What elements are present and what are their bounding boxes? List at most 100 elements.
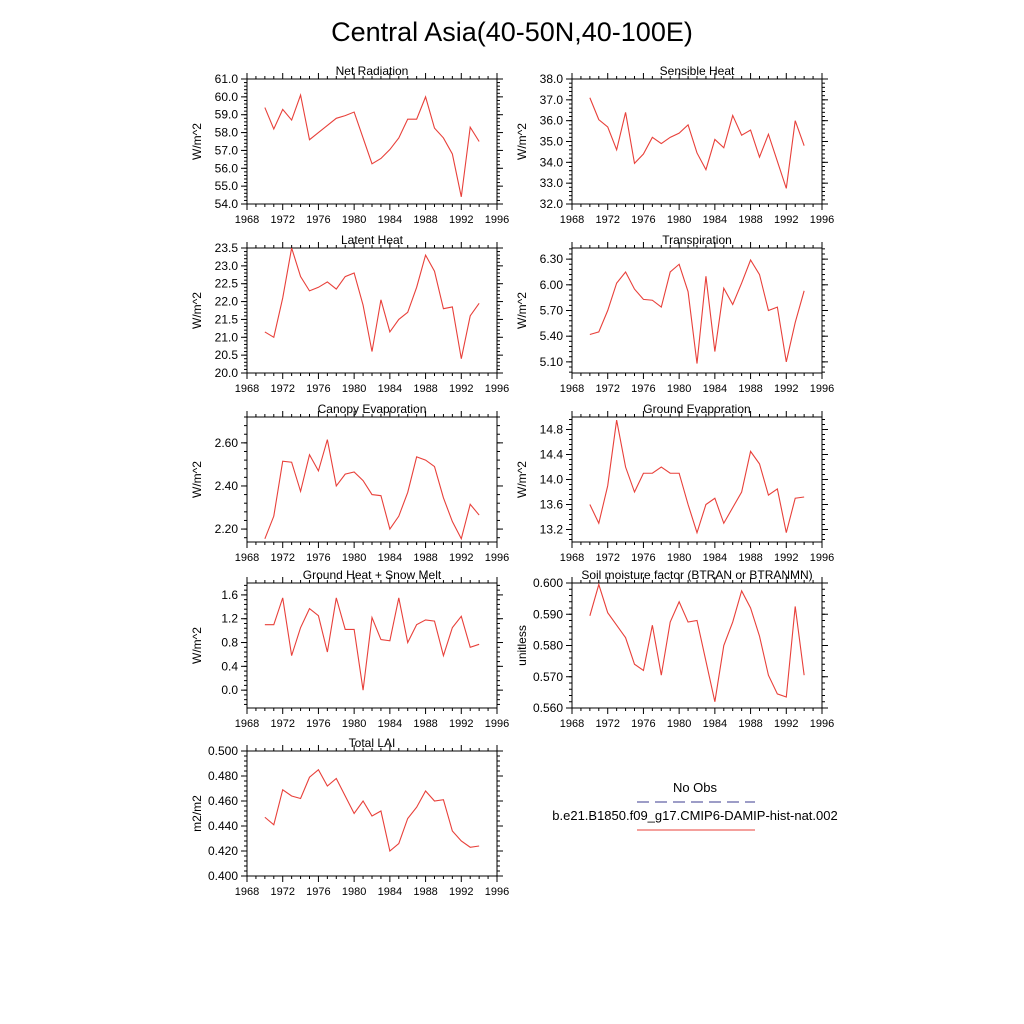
y-tick-label: 0.460 (208, 794, 238, 808)
x-tick-label: 1996 (810, 552, 834, 564)
y-tick-label: 14.4 (540, 448, 564, 462)
y-axis-label: W/m^2 (190, 123, 204, 160)
panel-net-radiation: Net Radiation W/m^2 1968 1972 1976 1980 1984 19… (190, 64, 509, 226)
series-line (589, 97, 805, 189)
y-axis-label: m2/m2 (190, 795, 204, 832)
x-tick-label: 1988 (413, 718, 437, 730)
panel-total-lai: Total LAI m2/m2 1968 1972 1976 1980 1984 1988 19… (190, 736, 509, 898)
y-tick-label: 59.0 (215, 108, 239, 122)
x-tick-label: 1972 (270, 383, 294, 395)
x-tick-label: 1972 (270, 552, 294, 564)
x-tick-label: 1984 (378, 886, 402, 898)
y-tick-label: 5.70 (540, 304, 564, 318)
y-tick-label: 1.6 (221, 588, 238, 602)
x-tick-label: 1988 (738, 383, 762, 395)
x-tick-label: 1976 (631, 383, 655, 395)
y-tick-label: 0.500 (208, 744, 238, 758)
x-tick-label: 1992 (774, 718, 798, 730)
x-tick-label: 1972 (595, 718, 619, 730)
y-axis-label: W/m^2 (515, 461, 529, 498)
x-tick-label: 1984 (703, 383, 727, 395)
y-tick-label: 32.0 (540, 197, 564, 211)
legend: No Obs b.e21.B1850.f09_g17.CMIP6-DAMIP-h… (552, 780, 838, 831)
y-tick-label: 21.5 (215, 312, 239, 326)
x-tick-label: 1996 (810, 383, 834, 395)
y-axis-label: unitless (515, 625, 529, 666)
x-tick-label: 1988 (738, 718, 762, 730)
x-tick-label: 1968 (560, 383, 584, 395)
panel-ground-evaporation: Ground Evaporation W/m^2 1968 1972 1976 1980 1… (515, 402, 834, 564)
y-tick-label: 23.0 (215, 259, 239, 273)
y-tick-label: 0.0 (221, 683, 238, 697)
y-tick-label: 23.5 (215, 241, 239, 255)
x-tick-label: 1992 (774, 214, 798, 226)
x-tick-label: 1980 (667, 718, 691, 730)
x-tick-label: 1984 (378, 718, 402, 730)
panel-title: Ground Evaporation (643, 402, 750, 416)
y-tick-label: 56.0 (215, 161, 239, 175)
plot-frame (246, 582, 498, 709)
y-tick-label: 54.0 (215, 197, 239, 211)
x-tick-label: 1988 (738, 552, 762, 564)
series-line (589, 258, 805, 364)
x-tick-label: 1984 (703, 552, 727, 564)
panel-title: Canopy Evaporation (318, 402, 427, 416)
y-tick-label: 22.5 (215, 277, 239, 291)
x-tick-label: 1976 (306, 383, 330, 395)
y-tick-label: 2.60 (215, 436, 239, 450)
x-tick-label: 1992 (774, 383, 798, 395)
plot-frame (571, 582, 823, 709)
x-tick-label: 1984 (378, 214, 402, 226)
series-line (264, 439, 480, 541)
plot-frame (246, 78, 498, 205)
series-line (589, 420, 805, 535)
series-line (589, 582, 805, 702)
panel-title: Ground Heat + Snow Melt (303, 568, 442, 582)
x-tick-label: 1976 (631, 718, 655, 730)
x-tick-label: 1980 (667, 383, 691, 395)
plot-frame (246, 416, 498, 543)
y-axis-label: W/m^2 (190, 461, 204, 498)
y-axis-label: W/m^2 (190, 292, 204, 329)
y-tick-label: 0.420 (208, 844, 238, 858)
y-tick-label: 33.0 (540, 176, 564, 190)
x-tick-label: 1980 (342, 886, 366, 898)
x-tick-label: 1996 (485, 886, 509, 898)
y-tick-label: 0.8 (221, 636, 238, 650)
x-tick-label: 1972 (270, 214, 294, 226)
panel-title: Soil moisture factor (BTRAN or BTRANMN) (581, 568, 812, 582)
x-tick-label: 1976 (306, 214, 330, 226)
x-tick-label: 1976 (631, 214, 655, 226)
x-tick-label: 1984 (378, 552, 402, 564)
panel-canopy-evaporation: Canopy Evaporation W/m^2 1968 1972 1976 1980 1… (190, 402, 509, 564)
panel-title: Total LAI (349, 736, 396, 750)
x-tick-label: 1984 (378, 383, 402, 395)
x-tick-label: 1976 (306, 718, 330, 730)
plot-frame (246, 750, 498, 877)
y-tick-label: 60.0 (215, 90, 239, 104)
y-tick-label: 37.0 (540, 93, 564, 107)
legend-label-1: b.e21.B1850.f09_g17.CMIP6-DAMIP-hist-nat… (552, 808, 837, 823)
x-tick-label: 1976 (631, 552, 655, 564)
plot-frame (246, 247, 498, 374)
y-tick-label: 21.0 (215, 330, 239, 344)
x-tick-label: 1976 (306, 552, 330, 564)
x-tick-label: 1968 (560, 214, 584, 226)
y-tick-label: 6.30 (540, 252, 564, 266)
panel-ground-heat-snow-melt: Ground Heat + Snow Melt W/m^2 1968 1972 1976… (190, 568, 509, 730)
series-line (264, 597, 480, 691)
y-tick-label: 0.400 (208, 869, 238, 883)
y-tick-label: 2.40 (215, 479, 239, 493)
y-tick-label: 57.0 (215, 143, 239, 157)
x-tick-label: 1968 (235, 552, 259, 564)
x-tick-label: 1968 (235, 383, 259, 395)
plot-frame (571, 78, 823, 205)
y-tick-label: 0.570 (533, 670, 563, 684)
y-axis-label: W/m^2 (515, 123, 529, 160)
y-axis-label: W/m^2 (515, 292, 529, 329)
x-tick-label: 1992 (449, 886, 473, 898)
x-tick-label: 1996 (810, 214, 834, 226)
panel-sensible-heat: Sensible Heat W/m^2 1968 1972 1976 1980 1984 19… (515, 64, 834, 226)
y-tick-label: 20.0 (215, 366, 239, 380)
y-tick-label: 35.0 (540, 135, 564, 149)
